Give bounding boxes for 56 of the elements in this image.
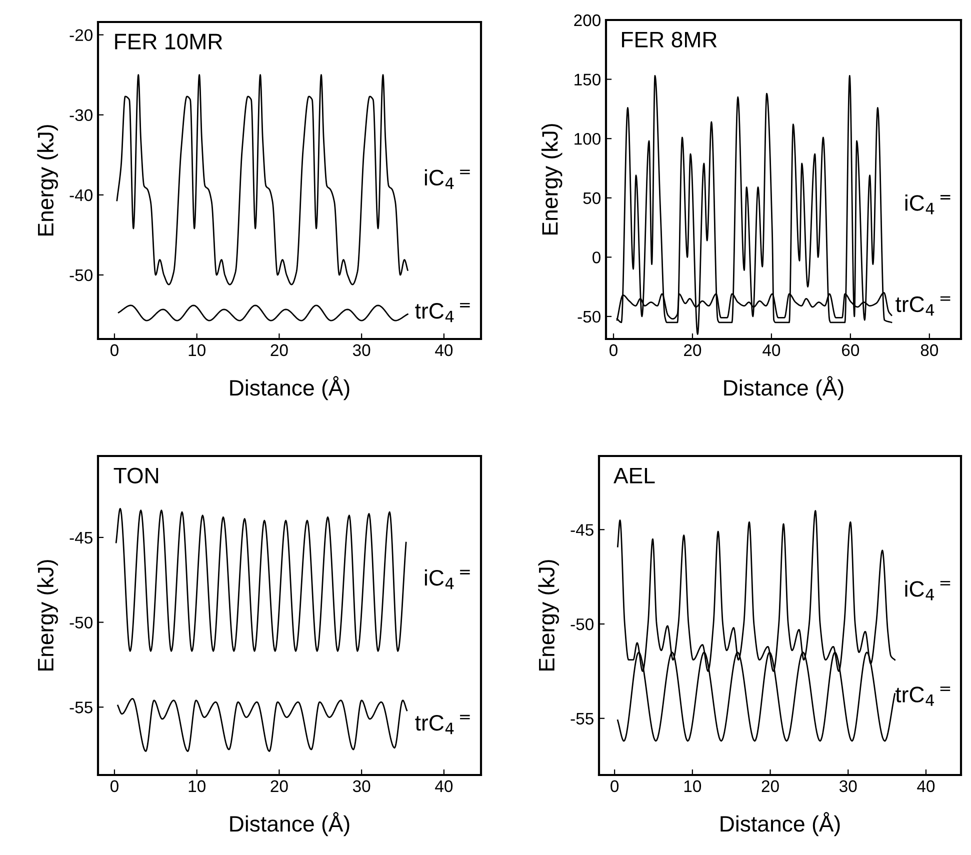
y-tick-label: -45	[570, 524, 594, 536]
y-axis-title: Energy (kJ)	[37, 560, 58, 670]
x-tick-label: 40	[917, 780, 935, 792]
x-axis-title: Distance (Å)	[720, 812, 840, 836]
y-tick-label: 0	[592, 252, 600, 264]
series-label: trC$_{4}$$^{=}$	[896, 296, 950, 316]
y-tick-label: -55	[570, 712, 594, 725]
y-tick-label: -40	[70, 189, 92, 202]
x-tick-label: 40	[435, 344, 453, 356]
x-axis-title: Distance (Å)	[724, 376, 844, 400]
x-tick-label: 40	[762, 344, 780, 356]
x-tick-label: 0	[110, 780, 118, 792]
x-tick-label: 80	[920, 344, 938, 356]
series-label: iC$_{4}$$^{=}$	[905, 194, 950, 214]
x-tick-label: 30	[352, 344, 370, 356]
series-label: iC$_{4}$$^{=}$	[905, 580, 950, 600]
y-tick-label: -50	[570, 618, 594, 630]
x-tick-label: 60	[842, 344, 860, 356]
y-tick-label: -50	[70, 616, 92, 628]
x-tick-label: 10	[188, 780, 206, 792]
x-tick-label: 30	[352, 780, 370, 792]
x-tick-label: 20	[684, 344, 702, 356]
series-label: trC$_{4}$$^{=}$	[415, 714, 470, 734]
chart-title: TON	[114, 468, 158, 484]
x-tick-label: 10	[188, 344, 206, 356]
x-tick-label: 0	[110, 344, 118, 356]
y-axis-title: Energy (kJ)	[542, 124, 562, 234]
y-tick-label: 100	[574, 132, 600, 145]
series-label: iC$_{4}$$^{=}$	[424, 569, 470, 590]
x-tick-label: 30	[839, 780, 857, 792]
series-label: trC$_{4}$$^{=}$	[895, 686, 950, 706]
x-tick-label: 10	[684, 780, 702, 792]
x-tick-label: 40	[435, 780, 453, 792]
x-tick-label: 20	[270, 344, 288, 356]
x-axis-title: Distance (Å)	[230, 812, 350, 836]
y-axis-title: Energy (kJ)	[538, 560, 559, 670]
chart-title: FER 10MR	[115, 34, 222, 50]
series-label: trC$_{4}$$^{=}$	[415, 302, 470, 322]
y-tick-label: -55	[70, 702, 92, 714]
x-tick-label: 0	[610, 780, 619, 792]
y-tick-label: -45	[70, 532, 92, 544]
y-tick-label: -50	[578, 310, 600, 323]
y-axis-title: Energy (kJ)	[37, 125, 58, 236]
y-tick-label: 150	[574, 74, 600, 86]
x-tick-label: 0	[610, 344, 618, 356]
chart-title: AEL	[614, 468, 655, 484]
y-tick-label: -20	[70, 29, 92, 42]
x-tick-label: 20	[762, 780, 779, 792]
series-label: iC$_{4}$$^{=}$	[424, 169, 470, 189]
y-tick-label: 50	[583, 192, 600, 204]
x-tick-label: 20	[270, 780, 288, 792]
x-axis-title: Distance (Å)	[230, 376, 350, 400]
chart-title: FER 8MR	[622, 32, 717, 48]
y-tick-label: -30	[70, 109, 92, 122]
y-tick-label: 200	[574, 14, 600, 26]
y-tick-label: -50	[70, 269, 92, 282]
